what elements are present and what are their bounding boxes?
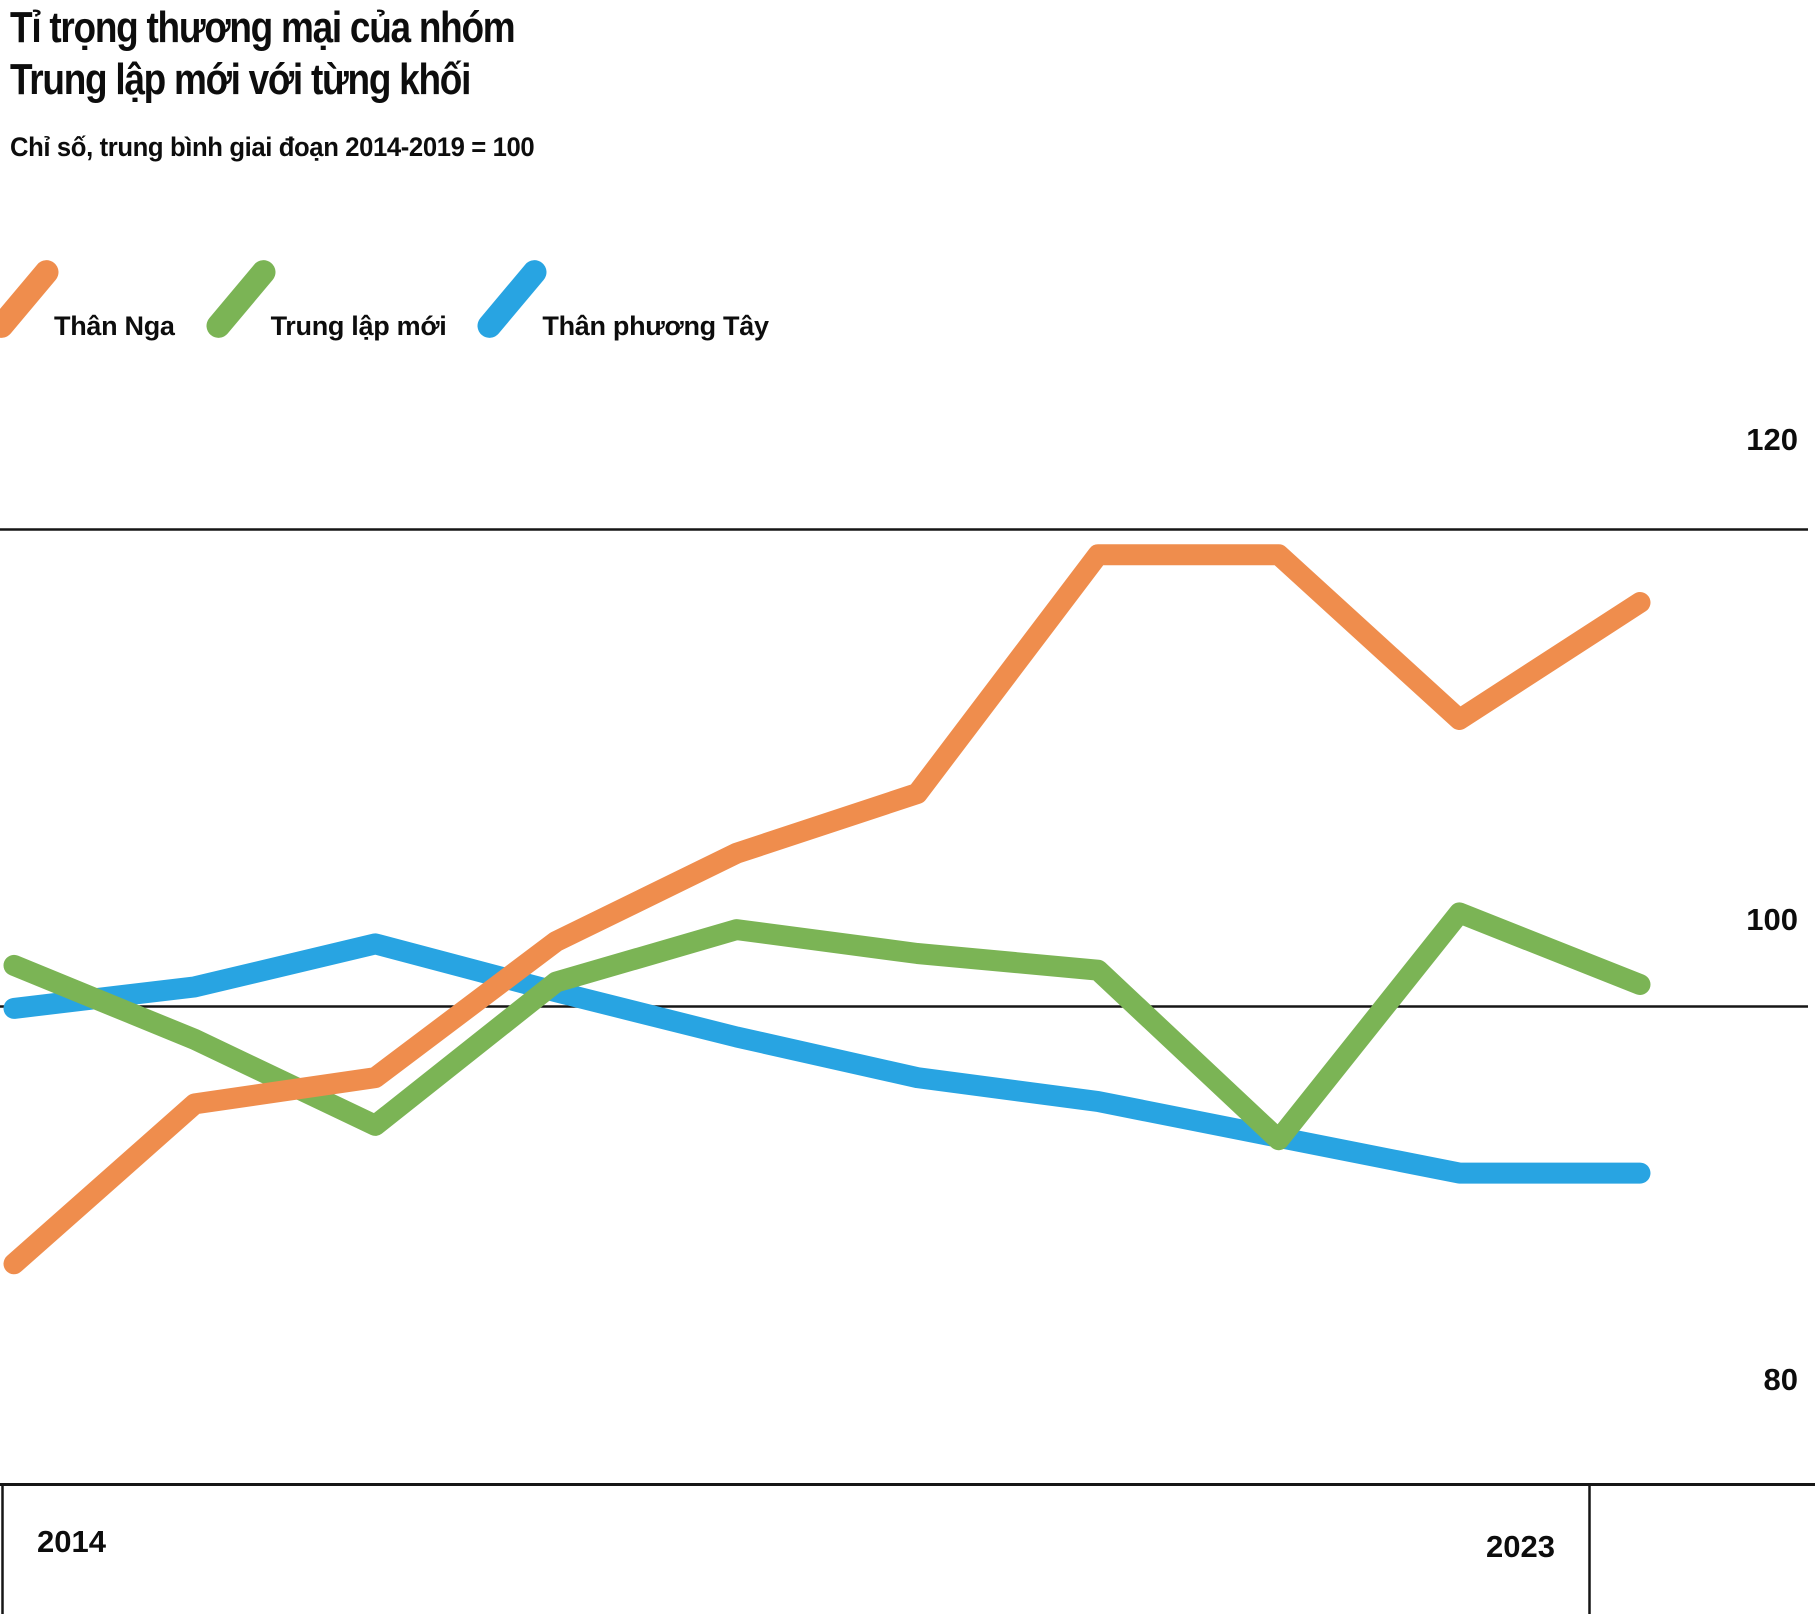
page-title: Tỉ trọng thương mại của nhóm Trung lập m… bbox=[10, 2, 516, 106]
page-title-line2: Trung lập mới với từng khối bbox=[10, 54, 471, 104]
y-axis-tick-label: 100 bbox=[1746, 902, 1798, 937]
page-title-line1: Tỉ trọng thương mại của nhóm bbox=[10, 3, 516, 52]
y-axis-tick-label: 80 bbox=[1763, 1362, 1798, 1397]
chart-legend: Thân Nga Trung lập mới Thân phương Tây bbox=[0, 250, 819, 346]
legend-item-than-phuong-tay: Thân phương Tây bbox=[473, 252, 818, 346]
chart-subtitle: Chỉ số, trung bình giai đoạn 2014-2019 =… bbox=[10, 132, 535, 162]
legend-item-than-nga: Thân Nga bbox=[0, 252, 225, 346]
series-line-thân-nga bbox=[3, 544, 1651, 1275]
x-axis-tick-label: 2014 bbox=[37, 1524, 106, 1559]
series-line-trung-lập-mới bbox=[3, 902, 1651, 1151]
legend-label: Thân Nga bbox=[54, 311, 175, 341]
series-line-thân-phương-tây bbox=[3, 933, 1651, 1184]
y-axis-tick-label: 120 bbox=[1746, 422, 1798, 457]
x-axis-tick-label: 2023 bbox=[1486, 1529, 1555, 1564]
legend-item-trung-lap-moi: Trung lập mới bbox=[201, 252, 497, 346]
legend-label: Trung lập mới bbox=[270, 311, 447, 341]
legend-label: Thân phương Tây bbox=[542, 311, 769, 341]
